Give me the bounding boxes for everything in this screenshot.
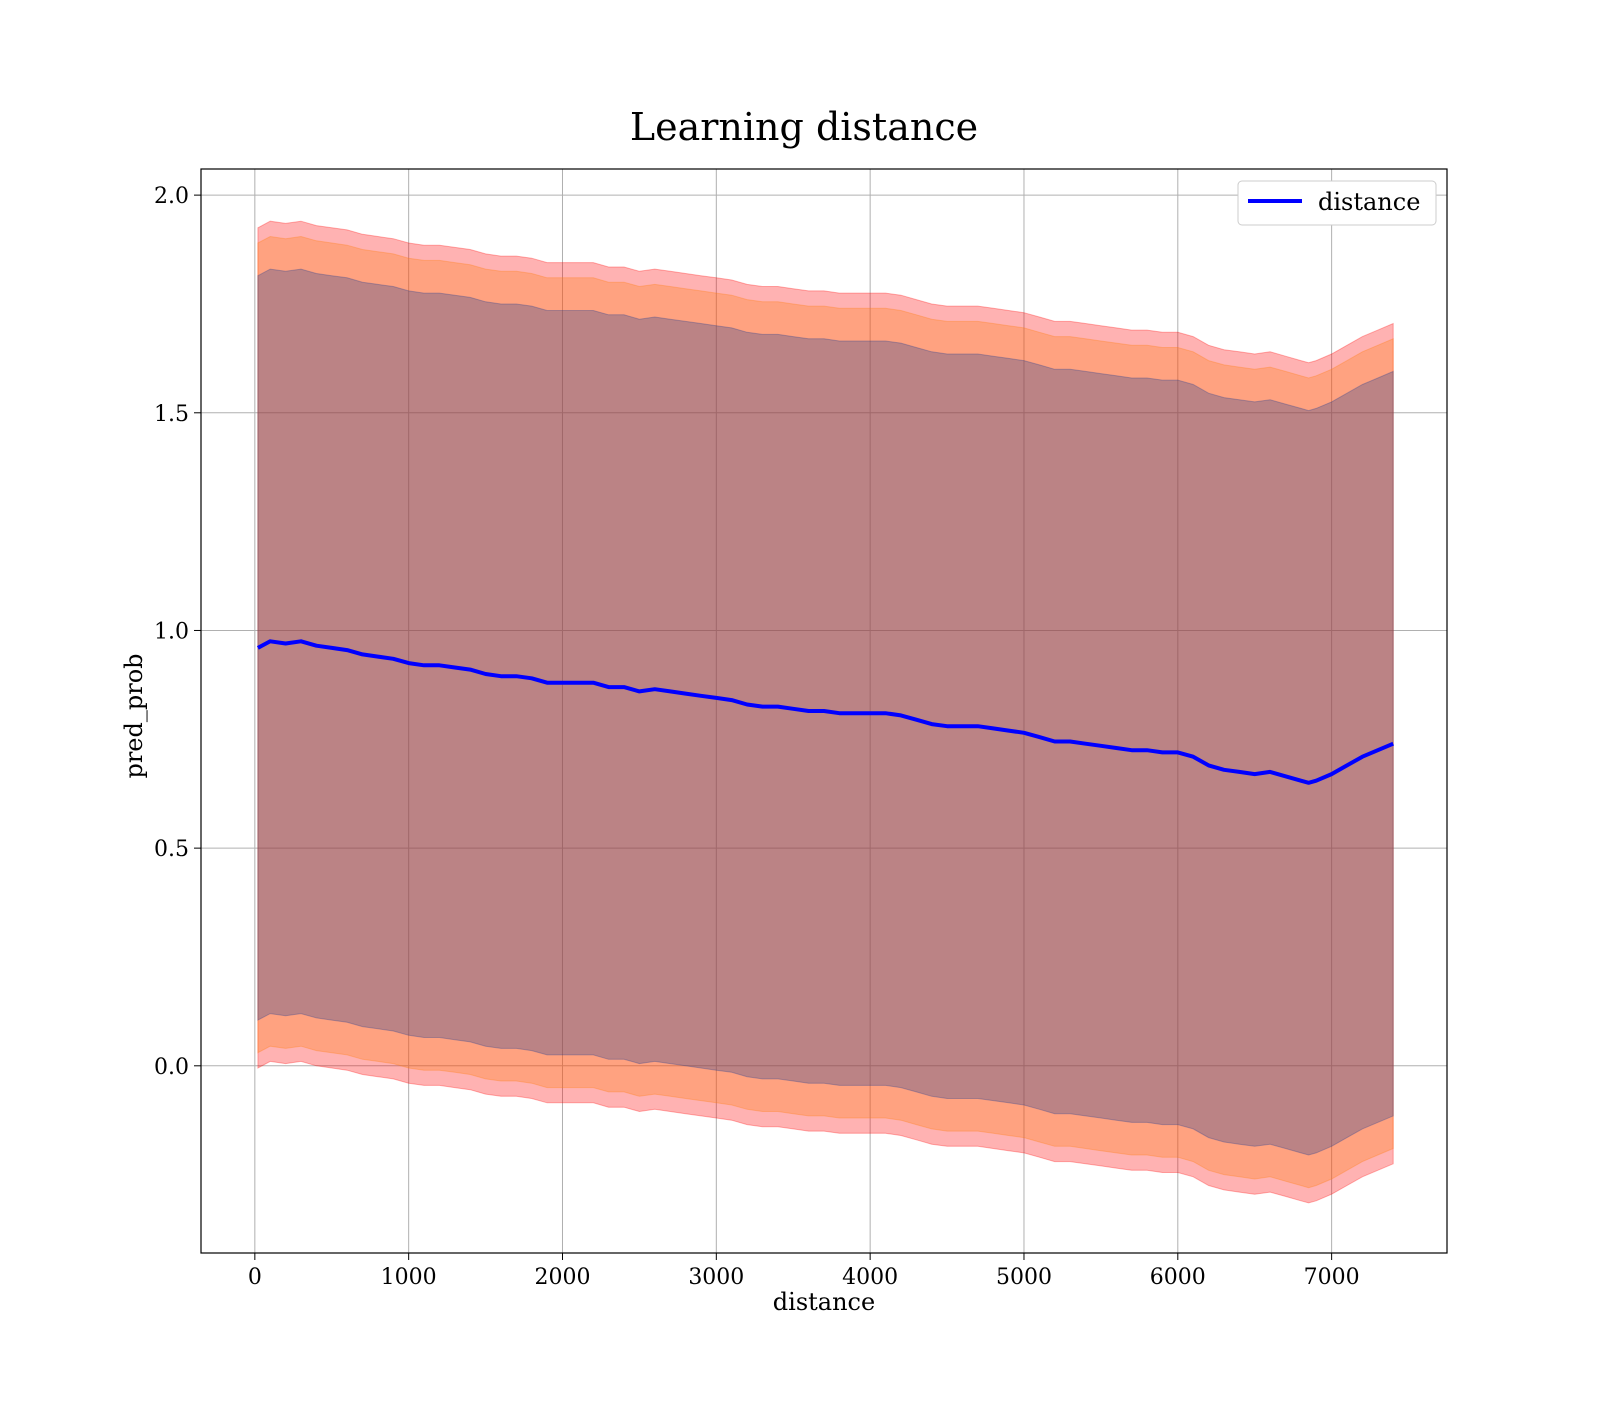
x-axis-label: distance bbox=[773, 1288, 875, 1316]
chart-title: Learning distance bbox=[630, 105, 978, 149]
x-tick-label: 5000 bbox=[996, 1265, 1052, 1290]
series-line-distance bbox=[256, 639, 1394, 785]
y-tick-label: 0.5 bbox=[154, 837, 189, 862]
x-tick-label: 7000 bbox=[1304, 1265, 1360, 1290]
plot-frame bbox=[200, 168, 1448, 1254]
y-axis-label: pred_prob bbox=[120, 653, 148, 778]
y-tick-label: 2.0 bbox=[154, 184, 189, 209]
grid-layer bbox=[201, 169, 1447, 1253]
legend-label-distance: distance bbox=[1318, 188, 1420, 216]
y-tick-label: 0.0 bbox=[154, 1055, 189, 1080]
y-tick-label: 1.0 bbox=[154, 619, 189, 644]
legend: distance bbox=[1237, 180, 1437, 226]
x-tick-label: 2000 bbox=[534, 1265, 590, 1290]
x-tick-label: 1000 bbox=[381, 1265, 437, 1290]
series-lines bbox=[256, 639, 1394, 785]
x-tick-label: 3000 bbox=[688, 1265, 744, 1290]
legend-box bbox=[1237, 180, 1437, 226]
x-tick-label: 0 bbox=[248, 1265, 262, 1290]
y-tick-label: 1.5 bbox=[154, 402, 189, 427]
x-tick-label: 4000 bbox=[842, 1265, 898, 1290]
tick-layer: 0 1000 2000 3000 4000 5000 6000 7000 0.0 0.5 1.0 1.… bbox=[154, 184, 1360, 1290]
x-tick-label: 6000 bbox=[1150, 1265, 1206, 1290]
